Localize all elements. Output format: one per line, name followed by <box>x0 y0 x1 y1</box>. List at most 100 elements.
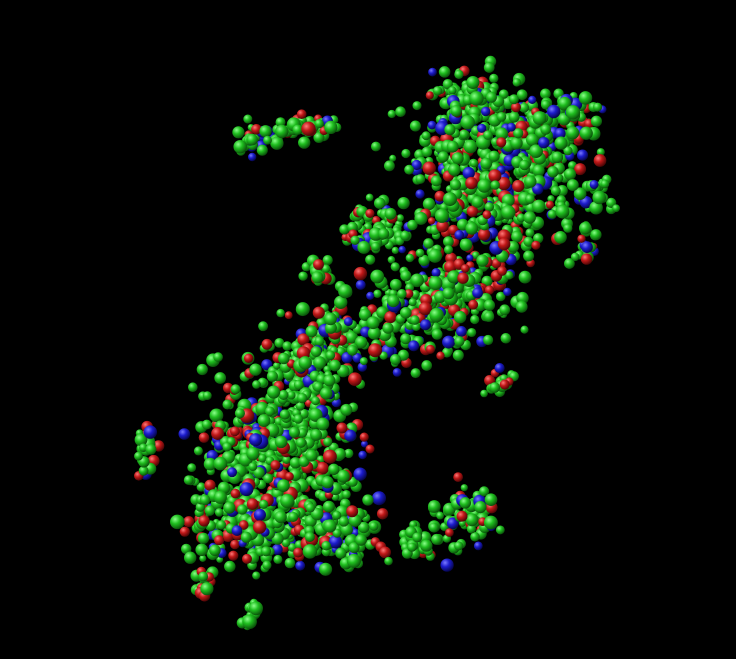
carbon-atom <box>292 124 303 135</box>
carbon-atom <box>384 207 397 220</box>
carbon-atom <box>483 62 495 73</box>
carbon-atom <box>596 148 605 157</box>
carbon-atom <box>467 327 477 338</box>
oxygen-atom <box>229 426 240 437</box>
oxygen-atom <box>477 228 491 241</box>
carbon-atom <box>230 384 241 395</box>
carbon-atom <box>563 168 577 181</box>
carbon-atom <box>395 106 406 117</box>
oxygen-atom <box>465 176 478 190</box>
carbon-atom <box>183 475 194 485</box>
carbon-atom <box>134 451 143 461</box>
carbon-atom <box>589 200 603 215</box>
oxygen-atom <box>457 272 469 284</box>
carbon-atom <box>443 245 454 255</box>
carbon-atom <box>323 374 336 387</box>
carbon-atom <box>246 446 260 461</box>
carbon-atom <box>324 120 338 135</box>
carbon-atom <box>600 179 610 189</box>
carbon-atom <box>410 273 424 287</box>
carbon-atom <box>232 126 245 139</box>
carbon-atom <box>390 354 401 365</box>
carbon-atom <box>197 532 210 545</box>
oxygen-atom <box>336 422 348 434</box>
nitrogen-atom <box>371 491 387 506</box>
nitrogen-atom <box>481 106 491 117</box>
carbon-atom <box>420 539 433 552</box>
carbon-atom <box>454 336 465 347</box>
nitrogen-atom <box>398 245 406 254</box>
carbon-atom <box>263 135 272 145</box>
carbon-atom <box>410 368 421 379</box>
nitrogen-atom <box>248 152 257 162</box>
nitrogen-atom <box>589 179 599 190</box>
oxygen-atom <box>499 379 510 390</box>
oxygen-atom <box>251 124 262 135</box>
oxygen-atom <box>425 91 434 100</box>
carbon-atom <box>427 248 443 263</box>
oxygen-atom <box>211 427 225 440</box>
carbon-atom <box>488 150 500 162</box>
carbon-atom <box>248 462 258 472</box>
oxygen-atom <box>384 311 397 324</box>
carbon-atom <box>405 253 415 263</box>
carbon-atom <box>408 298 417 307</box>
carbon-atom <box>365 193 374 202</box>
carbon-atom <box>525 133 539 147</box>
oxygen-atom <box>531 240 541 250</box>
oxygen-atom <box>436 351 445 360</box>
nitrogen-atom <box>408 340 420 352</box>
carbon-atom <box>214 372 227 384</box>
carbon-atom <box>311 396 320 406</box>
carbon-atom <box>442 287 455 300</box>
oxygen-atom <box>270 460 281 471</box>
oxygen-atom <box>466 205 479 217</box>
oxygen-atom <box>230 488 241 499</box>
carbon-atom <box>459 129 469 140</box>
carbon-atom <box>490 180 500 190</box>
carbon-atom <box>371 241 381 252</box>
oxygen-atom <box>404 289 414 299</box>
carbon-atom <box>525 228 535 238</box>
carbon-atom <box>355 534 367 546</box>
oxygen-atom <box>445 528 454 537</box>
carbon-atom <box>209 544 221 557</box>
carbon-atom <box>387 109 396 119</box>
oxygen-atom <box>297 333 310 346</box>
carbon-atom <box>145 443 157 455</box>
carbon-atom <box>418 254 430 267</box>
carbon-atom <box>469 91 484 106</box>
nitrogen-atom <box>366 291 375 300</box>
carbon-atom <box>429 307 444 323</box>
carbon-atom <box>213 456 228 471</box>
oxygen-atom <box>436 219 449 233</box>
carbon-atom <box>274 338 285 348</box>
nitrogen-atom <box>547 104 561 119</box>
carbon-atom <box>321 476 334 489</box>
nitrogen-atom <box>440 558 454 572</box>
carbon-atom <box>409 120 421 132</box>
carbon-atom <box>256 144 268 156</box>
carbon-atom <box>565 105 581 120</box>
carbon-atom <box>432 86 443 96</box>
nitrogen-atom <box>143 425 158 439</box>
oxygen-atom <box>425 344 435 354</box>
carbon-atom <box>298 271 308 281</box>
carbon-atom <box>489 73 499 84</box>
oxygen-atom <box>359 432 369 442</box>
oxygen-atom <box>313 259 324 270</box>
carbon-atom <box>234 408 245 419</box>
carbon-atom <box>305 503 316 513</box>
oxygen-atom <box>376 508 389 520</box>
carbon-atom <box>357 521 370 534</box>
carbon-atom <box>310 507 324 521</box>
carbon-atom <box>500 333 512 344</box>
carbon-atom <box>370 141 381 152</box>
carbon-atom <box>547 195 555 203</box>
nitrogen-atom <box>581 241 593 253</box>
nitrogen-atom <box>431 268 441 278</box>
carbon-atom <box>322 500 335 513</box>
carbon-atom <box>428 276 443 291</box>
carbon-atom <box>213 352 223 362</box>
